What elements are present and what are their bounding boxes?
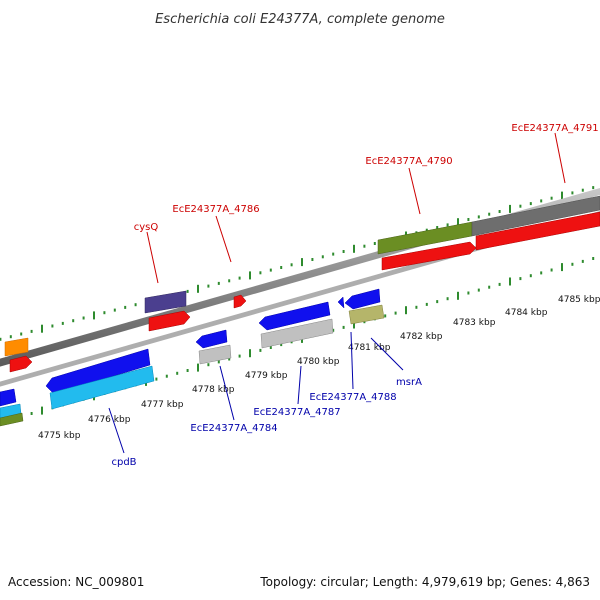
genome-summary-text: Topology: circular; Length: 4,979,619 bp… [259, 575, 590, 589]
tick-label: 4779 kbp [245, 371, 288, 381]
reverse-gene-labels: cpdB EcE24377A_4784 EcE24377A_4787 EcE24… [108, 331, 422, 468]
forward-strand-features [4, 195, 600, 373]
tick-label: 4780 kbp [297, 357, 340, 367]
tick-label: 4783 kbp [453, 318, 496, 328]
accession-text: Accession: NC_009801 [8, 575, 144, 589]
forward-gene-labels: cysQ EcE24377A_4786 EcE24377A_4790 EcE24… [134, 123, 599, 284]
gene-feature-red-left[interactable] [9, 355, 33, 373]
gene-label-EcE24377A-4787[interactable]: EcE24377A_4787 [253, 407, 340, 418]
tick-label: 4781 kbp [348, 343, 391, 353]
gene-label-EcE24377A-4790[interactable]: EcE24377A_4790 [365, 156, 452, 167]
tick-label: 4784 kbp [505, 308, 548, 318]
gene-feature-4788[interactable] [337, 296, 345, 309]
gene-label-cpdB[interactable]: cpdB [111, 457, 136, 468]
tick-label: 4785 kbp [558, 295, 600, 305]
gene-feature-4787[interactable] [260, 318, 334, 349]
reverse-strand-features [0, 288, 385, 427]
tick-label: 4777 kbp [141, 400, 184, 410]
gene-label-msrA[interactable]: msrA [396, 377, 422, 388]
gene-feature-cpdB[interactable] [49, 365, 155, 410]
gene-feature-4786[interactable] [233, 294, 247, 309]
gene-feature-olive-edge[interactable] [0, 412, 24, 427]
gene-feature-orange[interactable] [4, 337, 29, 357]
map-title: Escherichia coli E24377A, complete genom… [155, 12, 445, 27]
gene-feature-gray[interactable] [471, 195, 600, 237]
tick-label: 4775 kbp [38, 431, 81, 441]
gene-label-EcE24377A-4788[interactable]: EcE24377A_4788 [309, 392, 396, 403]
tick-label: 4776 kbp [88, 415, 131, 425]
gene-feature-cysQ[interactable] [144, 290, 187, 314]
gene-feature-red-small[interactable] [148, 310, 191, 332]
tick-label: 4778 kbp [192, 385, 235, 395]
gene-feature-4784-blue[interactable] [195, 329, 228, 349]
gene-label-EcE24377A-4786[interactable]: EcE24377A_4786 [172, 204, 259, 215]
tick-label: 4782 kbp [400, 332, 443, 342]
gene-feature-blue-mid[interactable] [258, 301, 331, 331]
gene-label-EcE24377A-4791[interactable]: EcE24377A_4791 [511, 123, 598, 134]
gene-label-cysQ[interactable]: cysQ [134, 222, 159, 233]
scale-tick-labels: 4775 kbp 4776 kbp 4777 kbp 4778 kbp 4779… [38, 295, 600, 441]
gene-label-EcE24377A-4784[interactable]: EcE24377A_4784 [190, 423, 277, 434]
gene-feature-red-long[interactable] [381, 241, 477, 271]
gene-feature-4784[interactable] [198, 344, 232, 365]
gene-feature-blue-right[interactable] [344, 288, 381, 310]
gene-feature-msrA[interactable] [348, 304, 385, 325]
gene-feature-blue-edge[interactable] [0, 388, 17, 407]
genome-map: 4775 kbp 4776 kbp 4777 kbp 4778 kbp 4779… [0, 123, 600, 468]
gene-feature-red-right[interactable] [475, 211, 600, 251]
